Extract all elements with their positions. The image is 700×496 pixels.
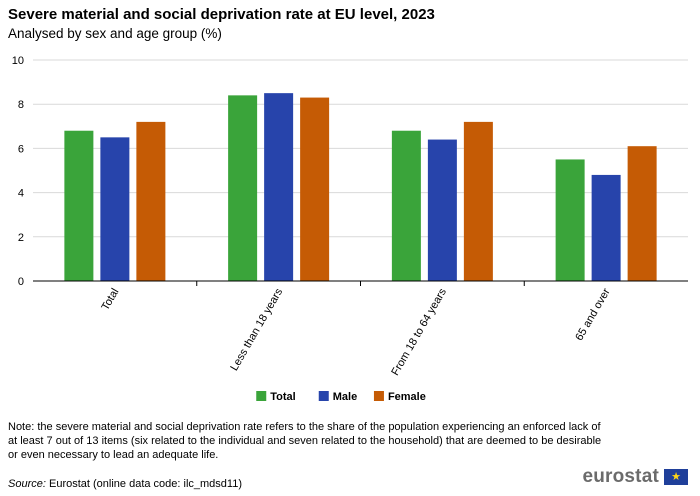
eu-flag-icon: ★ <box>664 469 688 485</box>
legend-label: Male <box>333 391 357 403</box>
chart-title: Severe material and social deprivation r… <box>8 6 435 23</box>
bars <box>64 93 657 282</box>
logo-text: eurostat <box>582 466 659 487</box>
bar <box>627 146 657 281</box>
source-label: Source: <box>8 478 46 490</box>
bar-chart: 0 2 4 6 8 10 Total Less than 18 years From 18 t… <box>12 55 688 403</box>
bar <box>591 174 621 281</box>
x-axis-ticks: Total Less than 18 years From 18 to 64 yea… <box>99 281 613 378</box>
x-tick-label: Less than 18 years <box>228 286 285 373</box>
legend-swatch <box>318 391 329 401</box>
y-tick-label: 0 <box>18 276 24 288</box>
source-text: Eurostat (online data code: ilc_mdsd11) <box>48 478 242 490</box>
x-tick-label: Total <box>99 287 121 313</box>
y-axis-ticks: 0 2 4 6 8 10 <box>12 55 24 288</box>
bar <box>136 121 166 281</box>
bar <box>228 95 258 281</box>
legend-label: Female <box>388 391 426 403</box>
bar <box>264 93 294 282</box>
bar <box>463 121 493 281</box>
eurostat-logo: eurostat ★ <box>582 466 688 488</box>
chart-subtitle: Analysed by sex and age group (%) <box>8 26 222 41</box>
y-tick-label: 10 <box>12 55 24 67</box>
legend-swatch <box>256 391 267 401</box>
legend-label: Total <box>270 391 295 403</box>
x-tick-label: From 18 to 64 years <box>389 286 449 378</box>
y-tick-label: 8 <box>18 99 24 111</box>
y-tick-label: 2 <box>18 232 24 244</box>
x-tick-label: 65 and over <box>573 286 613 343</box>
legend-swatch <box>373 391 384 401</box>
bar <box>391 130 421 281</box>
legend: Total Male Female <box>256 391 426 403</box>
bar <box>555 159 585 281</box>
bar <box>300 97 330 281</box>
footnote: Note: the severe material and social dep… <box>8 421 602 461</box>
source-line: Source: Eurostat (online data code: ilc_… <box>8 478 242 490</box>
y-tick-label: 6 <box>18 143 24 155</box>
bar <box>64 130 94 281</box>
y-tick-label: 4 <box>18 188 24 200</box>
bar <box>427 139 457 281</box>
flag-star-icon: ★ <box>671 470 681 483</box>
bar <box>100 137 130 281</box>
gridlines <box>33 59 688 238</box>
